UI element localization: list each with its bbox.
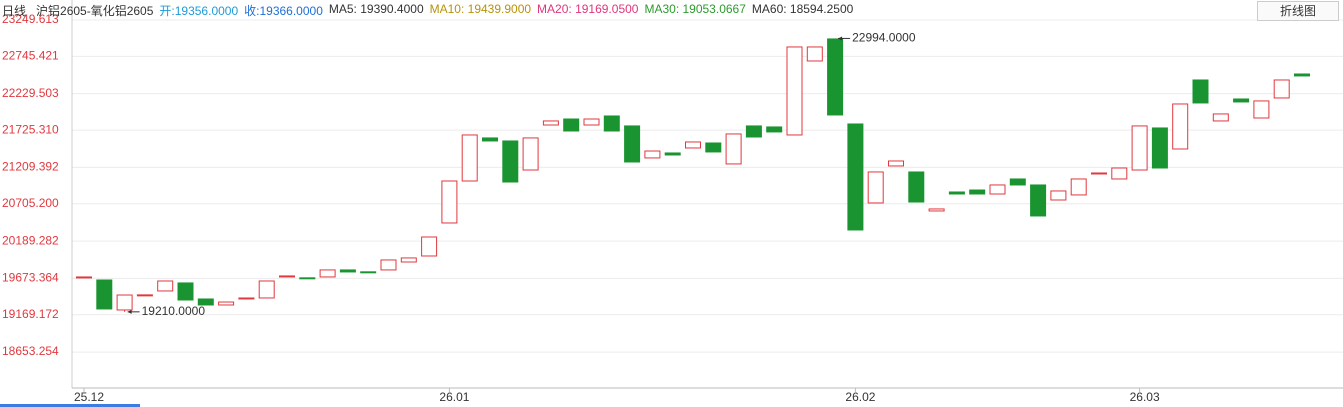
candle-body: [400, 257, 417, 263]
y-tick-label: 22229.503: [2, 86, 59, 100]
candle-body: [1050, 190, 1067, 201]
x-tick-label: 25.12: [74, 390, 104, 404]
candle-body: [522, 137, 539, 171]
candle-body: [603, 115, 620, 132]
x-tick-label: 26.02: [845, 390, 875, 404]
header-item: 日线: [2, 4, 27, 18]
header-item: 沪铝2605-氧化铝2605: [36, 4, 154, 18]
header-item: MA5: 19390.4000: [328, 2, 424, 16]
candle-body: [76, 276, 92, 279]
y-tick-label: 21209.392: [2, 160, 59, 174]
candle-body: [1294, 73, 1310, 77]
candle-body: [1253, 100, 1270, 119]
candle-body: [989, 184, 1006, 195]
candle-body: [1273, 79, 1290, 99]
candle-body: [279, 275, 295, 278]
y-tick-label: 22745.421: [2, 49, 59, 63]
candle-body: [1030, 184, 1047, 217]
candle-body: [827, 38, 844, 116]
y-tick-label: 19169.172: [2, 307, 59, 321]
y-tick-label: 18653.254: [2, 344, 59, 358]
y-tick-label: 20189.282: [2, 233, 59, 247]
y-tick-label: 20705.200: [2, 196, 59, 210]
x-tick-label: 26.01: [439, 390, 469, 404]
candle-body: [725, 133, 742, 165]
candle-body: [969, 189, 986, 195]
y-tick-label: 21725.310: [2, 122, 59, 136]
candle-body: [1212, 113, 1229, 122]
annotation-label: 22994.0000: [852, 31, 916, 45]
candle-body: [1131, 125, 1148, 171]
candle-body: [847, 123, 864, 231]
candle-body: [948, 191, 965, 195]
candle-body: [177, 282, 194, 301]
candle-body: [157, 280, 174, 292]
candle-body: [1233, 98, 1250, 103]
annotation-arrowhead: [838, 36, 843, 41]
candle-body: [319, 269, 336, 278]
candle-body: [238, 297, 255, 300]
candle-body: [867, 171, 884, 204]
candle-body: [258, 280, 275, 299]
candle-body: [218, 301, 235, 306]
y-tick-label: 19673.364: [2, 271, 59, 285]
annotation-arrowhead: [127, 309, 132, 314]
candle-body: [766, 126, 783, 133]
candle-body: [380, 259, 397, 271]
candle-body: [339, 269, 356, 273]
annotation-label: 19210.0000: [142, 304, 206, 318]
candle-body: [685, 141, 701, 149]
candle-body: [421, 236, 438, 257]
candle-body: [299, 277, 316, 280]
header-item: MA10: 19439.9000: [429, 2, 532, 16]
candle-body: [136, 294, 153, 297]
candle-body: [96, 279, 113, 310]
candle-body: [441, 180, 458, 224]
candle-body: [705, 142, 722, 153]
candle-body: [1009, 178, 1026, 186]
candle-body: [908, 171, 925, 203]
x-tick-label: 26.03: [1130, 390, 1160, 404]
candle-body: [1172, 103, 1189, 150]
candle-body: [1091, 172, 1107, 175]
line-chart-button[interactable]: 折线图: [1257, 1, 1339, 21]
header-item: MA30: 19053.0667: [644, 2, 746, 16]
candle-body: [928, 208, 945, 212]
header: 日线 沪铝2605-氧化铝2605 开:19356.0000 收:19366.0000…: [2, 2, 853, 18]
candle-body: [197, 298, 214, 306]
scrollbar: [0, 404, 140, 407]
candle-body: [664, 152, 681, 156]
candle-body: [888, 160, 904, 167]
y-tick-label: 23249.613: [2, 12, 59, 26]
candle-body: [624, 125, 641, 163]
candle-body: [482, 137, 498, 142]
candle-body: [502, 140, 519, 183]
header-item: 开:19356.0000: [159, 4, 239, 18]
candle-body: [116, 294, 133, 311]
candle-body: [786, 46, 803, 136]
candle-body: [563, 118, 580, 132]
candle-body: [1192, 79, 1209, 104]
candle-body: [1111, 167, 1128, 180]
candle-body: [644, 150, 661, 159]
header-item: MA20: 19169.0500: [537, 2, 639, 16]
candle-body: [360, 271, 377, 274]
header-item: 收:19366.0000: [244, 4, 323, 18]
candle-body: [1070, 178, 1087, 196]
header-item: MA60: 18594.2500: [751, 2, 854, 16]
candle-body: [542, 120, 559, 126]
candle-body: [745, 125, 762, 138]
candle-body: [461, 134, 478, 182]
candle-body: [806, 46, 823, 62]
candle-body: [1151, 127, 1168, 169]
candle-body: [583, 118, 600, 126]
